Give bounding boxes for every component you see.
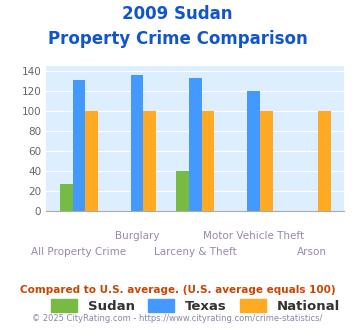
Legend: Sudan, Texas, National: Sudan, Texas, National — [45, 293, 345, 318]
Text: Arson: Arson — [296, 247, 327, 257]
Text: All Property Crime: All Property Crime — [31, 247, 126, 257]
Text: Motor Vehicle Theft: Motor Vehicle Theft — [203, 231, 304, 241]
Bar — [60, 184, 72, 211]
Text: Property Crime Comparison: Property Crime Comparison — [48, 30, 307, 48]
Bar — [143, 111, 156, 211]
Text: 2009 Sudan: 2009 Sudan — [122, 5, 233, 23]
Bar — [318, 111, 331, 211]
Bar — [247, 91, 260, 211]
Bar — [131, 75, 143, 211]
Text: Burglary: Burglary — [115, 231, 159, 241]
Bar — [72, 80, 85, 211]
Text: © 2025 CityRating.com - https://www.cityrating.com/crime-statistics/: © 2025 CityRating.com - https://www.city… — [32, 314, 323, 323]
Text: Larceny & Theft: Larceny & Theft — [154, 247, 237, 257]
Text: Compared to U.S. average. (U.S. average equals 100): Compared to U.S. average. (U.S. average … — [20, 285, 335, 295]
Bar — [189, 78, 202, 211]
Bar — [85, 111, 98, 211]
Bar — [260, 111, 273, 211]
Bar — [202, 111, 214, 211]
Bar — [176, 171, 189, 211]
